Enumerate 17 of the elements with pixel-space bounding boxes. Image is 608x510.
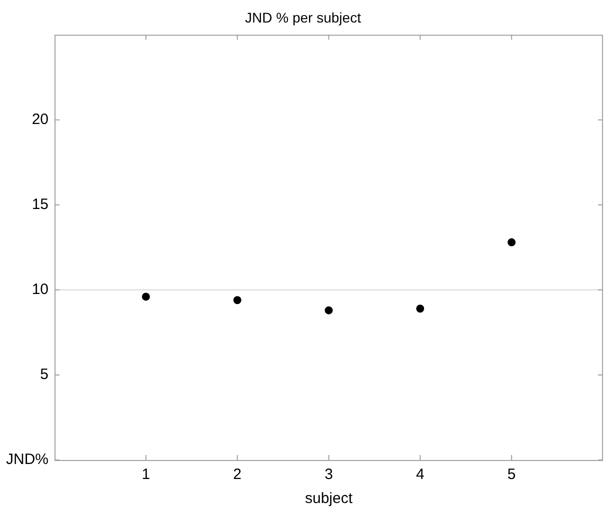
y-tick-label: JND% <box>6 451 48 468</box>
x-tick-label: 5 <box>507 466 516 484</box>
point <box>233 296 242 304</box>
point <box>324 306 333 314</box>
point <box>142 292 150 301</box>
x-tick-label: 4 <box>416 466 424 484</box>
x-tick-label: 2 <box>233 466 242 484</box>
y-tick-label: 20 <box>32 110 48 128</box>
y-tick-label: 5 <box>40 366 48 384</box>
chart-title: JND % per subject <box>245 9 362 26</box>
y-tick-label: 10 <box>32 281 48 298</box>
x-tick-label: 3 <box>324 466 333 484</box>
x-tick-label: 1 <box>142 466 150 484</box>
point <box>416 304 424 313</box>
y-tick-label: 15 <box>32 196 48 214</box>
point <box>508 238 516 246</box>
x-axis-title: subject <box>304 490 354 508</box>
